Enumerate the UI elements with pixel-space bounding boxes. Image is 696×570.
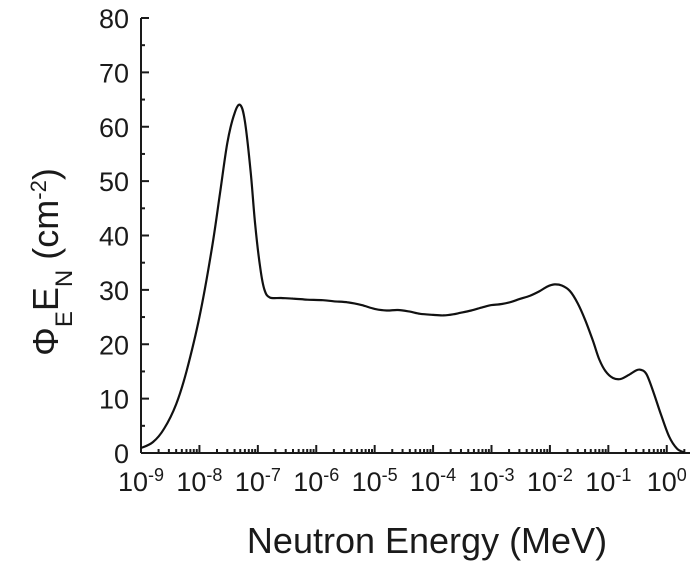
y-tick-label: 70 (99, 58, 129, 88)
x-axis-ticks: 10-9 10-8 10-7 10-6 10-5 10-4 10-3 10-2 10-1 100 (118, 445, 687, 497)
x-axis-title: Neutron Energy (MeV) (247, 520, 607, 561)
y-tick-label: 80 (99, 4, 129, 34)
x-tick-label: 10-3 (468, 465, 514, 497)
y-axis-title: ΦEEN (cm-2) (25, 168, 78, 356)
y-tick-label: 20 (99, 330, 129, 360)
y-tick-label: 0 (114, 439, 129, 469)
x-tick-label: 10-5 (352, 465, 398, 497)
x-tick-label: 10-4 (410, 465, 456, 497)
series-line-flux (140, 103, 685, 454)
x-tick-label: 10-9 (118, 465, 164, 497)
x-tick-label: 10-8 (176, 465, 222, 497)
y-axis-ticks: 0 10 20 30 40 50 60 70 80 (99, 4, 149, 469)
y-tick-label: 10 (99, 385, 129, 415)
y-tick-label: 30 (99, 276, 129, 306)
x-tick-label: 10-7 (235, 465, 281, 497)
y-tick-label: 40 (99, 222, 129, 252)
y-tick-label: 50 (99, 167, 129, 197)
x-tick-label: 10-2 (527, 465, 573, 497)
x-tick-label: 10-1 (585, 465, 631, 497)
x-tick-label: 100 (647, 465, 687, 497)
y-tick-label: 60 (99, 113, 129, 143)
x-tick-label: 10-6 (293, 465, 339, 497)
